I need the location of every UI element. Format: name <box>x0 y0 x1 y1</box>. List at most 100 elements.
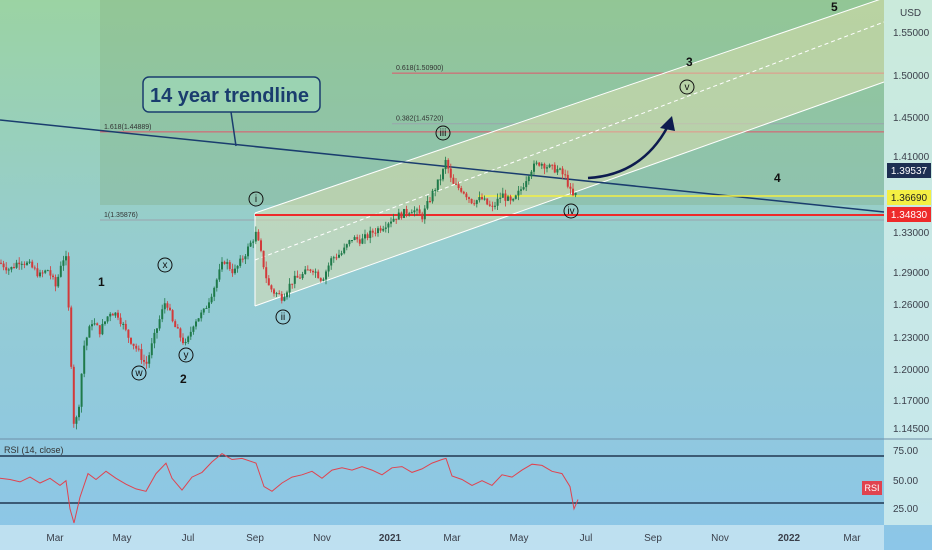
candle-body <box>299 277 301 279</box>
svg-text:y: y <box>184 350 189 361</box>
price-tick-label: 1.20000 <box>893 365 930 376</box>
candle-body <box>67 256 70 308</box>
candle-body <box>483 198 486 200</box>
currency-label: USD <box>900 8 921 19</box>
candle-body <box>429 201 431 203</box>
price-tick-label: 1.33000 <box>893 228 930 239</box>
price-axis[interactable]: USD 1.55000 1.50000 1.45000 1.41000 1.33000 1… <box>893 8 930 435</box>
candle-body <box>382 228 385 231</box>
candle-body <box>166 303 169 308</box>
candle-body <box>39 272 41 277</box>
candle-body <box>119 317 122 325</box>
candle-body <box>566 174 569 187</box>
candle-body <box>509 196 512 201</box>
candle-body <box>366 234 369 239</box>
candle-body <box>171 310 174 322</box>
candle-body <box>124 323 127 330</box>
candle-body <box>548 164 551 168</box>
svg-text:i: i <box>255 194 257 205</box>
candle-body <box>374 232 377 234</box>
candle-body <box>174 321 177 328</box>
candle-body <box>26 262 28 265</box>
price-axis-panel <box>884 0 932 525</box>
candle-body <box>234 268 236 274</box>
time-tick-label: Jul <box>182 533 195 544</box>
forecast-arrow <box>587 116 675 180</box>
candle-body <box>239 258 242 266</box>
candle-body <box>54 277 57 287</box>
time-tick-label: May <box>510 533 529 544</box>
time-axis[interactable]: Mar May Jul Sep Nov 2021 Mar May Jul Sep Nov 2022 Ma… <box>46 533 861 544</box>
candle-body <box>218 269 221 280</box>
candle-body <box>72 366 75 424</box>
rsi-line <box>0 452 579 524</box>
candle-body <box>434 190 437 192</box>
candle-body <box>280 294 283 301</box>
candle-body <box>117 312 119 318</box>
candle-body <box>221 261 223 270</box>
price-tick-label: 1.41000 <box>893 152 930 163</box>
candle-body <box>31 261 34 268</box>
candle-body <box>10 267 13 270</box>
candle-body <box>296 275 299 278</box>
price-tick-label: 1.17000 <box>893 396 930 407</box>
fib-level-label: 0.382(1.45720) <box>396 116 443 123</box>
wave-label-v: v <box>679 79 695 95</box>
candle-body <box>507 196 509 201</box>
yellow-level-value: 1.36690 <box>891 193 928 204</box>
candle-body <box>257 231 260 241</box>
candle-body <box>130 337 132 344</box>
candle-body <box>189 331 192 337</box>
candle-body <box>286 292 288 298</box>
candle-body <box>348 240 351 245</box>
candle-body <box>470 198 473 204</box>
candle-body <box>0 262 2 264</box>
rsi-pane[interactable]: RSI (14, close) 75.00 50.00 25.00 RSI <box>0 438 932 524</box>
candle-body <box>475 200 478 204</box>
candle-body <box>2 263 5 268</box>
candle-body <box>319 278 322 281</box>
candle-body <box>197 318 200 322</box>
candle-body <box>473 203 476 205</box>
candle-body <box>187 336 190 343</box>
candle-body <box>98 325 101 335</box>
candle-body <box>101 323 104 335</box>
candle-body <box>569 186 572 189</box>
candle-body <box>283 297 286 301</box>
candle-body <box>20 263 23 265</box>
candle-body <box>468 197 470 199</box>
candle-body <box>345 244 348 248</box>
candle-body <box>488 204 491 206</box>
channel-fill <box>255 0 884 306</box>
wave-labels: 1 2 3 4 5 w x y i ii iii iv v <box>98 0 838 386</box>
candle-body <box>236 265 239 269</box>
candle-body <box>444 159 447 170</box>
rsi-tick-25: 25.00 <box>893 504 918 515</box>
candle-body <box>65 256 67 261</box>
candle-body <box>462 191 465 194</box>
candle-body <box>140 349 143 360</box>
fib-levels: 0.618(1.50900) 0.382(1.45720) 1.618(1.4488… <box>100 65 884 221</box>
candle-body <box>59 265 62 277</box>
candle-body <box>340 253 343 255</box>
wave-label-w: w <box>131 365 147 381</box>
wave-label-iv: iv <box>563 203 579 219</box>
candle-body <box>301 273 304 279</box>
time-tick-label: Nov <box>313 533 331 544</box>
price-tick-label: 1.50000 <box>893 71 930 82</box>
candle-body <box>7 269 10 271</box>
candle-body <box>52 275 54 278</box>
svg-text:w: w <box>134 368 143 379</box>
candle-body <box>226 262 229 264</box>
candle-body <box>111 313 114 316</box>
wave-label-5: 5 <box>831 0 838 14</box>
candle-body <box>252 241 255 243</box>
candle-body <box>83 345 86 374</box>
price-tick-label: 1.45000 <box>893 113 930 124</box>
candle-body <box>426 201 429 209</box>
candle-body <box>210 296 213 303</box>
candle-body <box>228 262 231 269</box>
candle-body <box>182 337 184 344</box>
